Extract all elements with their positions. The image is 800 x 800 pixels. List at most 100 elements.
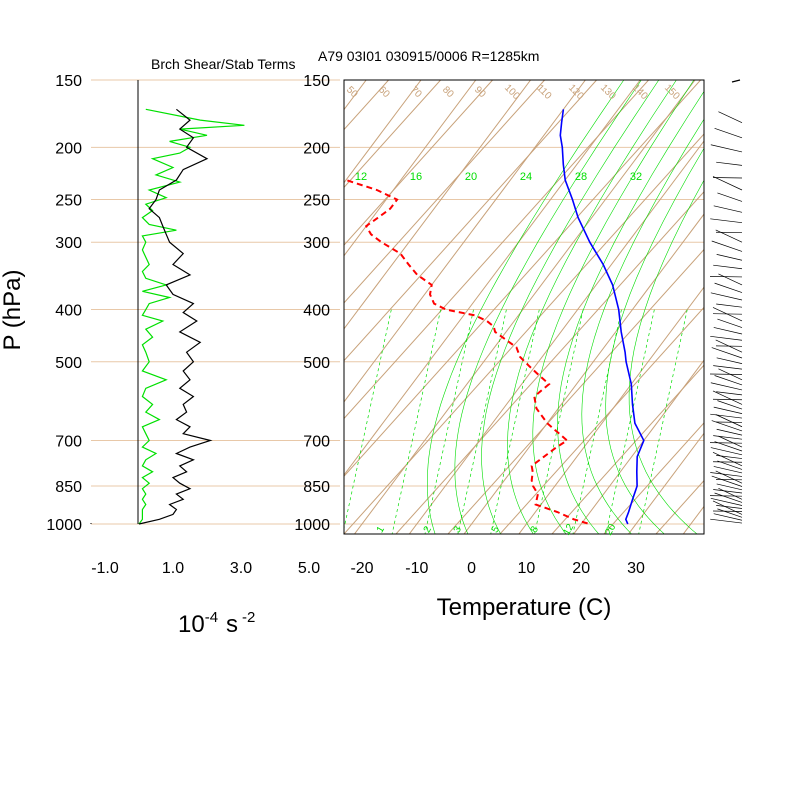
skewt-ytick-label: 500 bbox=[303, 355, 330, 372]
wind-barb bbox=[713, 327, 743, 335]
brch-ytick-label: 850 bbox=[55, 479, 82, 496]
skewt-isotherm bbox=[792, 80, 800, 535]
skewt-isotherm bbox=[682, 505, 704, 534]
theta-label: 120 bbox=[566, 82, 586, 102]
skewt-dry-adiabat bbox=[760, 80, 800, 534]
wind-barb bbox=[714, 128, 743, 139]
wind-barb bbox=[710, 447, 743, 456]
skewt-isotherm bbox=[344, 80, 641, 476]
skewt-moist-adiabat bbox=[581, 118, 704, 534]
skewt-ytick-label: 1000 bbox=[294, 517, 330, 534]
skewt-moist-adiabat bbox=[481, 80, 660, 534]
mixing-ratio-label: 32 bbox=[630, 171, 642, 183]
wind-barb bbox=[713, 513, 743, 521]
wind-barb bbox=[715, 339, 743, 353]
brch-xtick-label: 5.0 bbox=[298, 560, 320, 577]
wind-barb bbox=[716, 483, 743, 491]
skewt-mixing-ratio-line bbox=[534, 309, 584, 534]
skewt-moist-adiabat bbox=[557, 90, 704, 534]
skewt-mixing-ratio-line bbox=[490, 309, 540, 534]
mixing-ratio-bottom-label: 3 bbox=[452, 524, 465, 535]
skewt-xtick-label: 0 bbox=[467, 560, 476, 577]
skewt-isotherm bbox=[0, 80, 311, 535]
skewt-dry-adiabat bbox=[0, 80, 337, 534]
dewpoint-trace bbox=[344, 178, 590, 525]
brch-xlabel-unit: s bbox=[226, 611, 238, 638]
wind-barb bbox=[711, 240, 743, 252]
skewt-dry-adiabat bbox=[395, 191, 704, 534]
skewt-dry-adiabat bbox=[344, 80, 597, 362]
skewt-dry-adiabat bbox=[708, 80, 800, 534]
wind-barb bbox=[715, 414, 743, 428]
wind-barb bbox=[711, 420, 743, 432]
skewt-isotherm bbox=[627, 432, 704, 534]
wind-barb bbox=[711, 347, 743, 359]
skewt-xtick-label: 10 bbox=[518, 560, 536, 577]
skewt-frame bbox=[343, 79, 705, 535]
wind-barb bbox=[717, 508, 743, 518]
wind-barb bbox=[710, 472, 743, 477]
skewt-dry-adiabat bbox=[499, 306, 704, 534]
skewt-moist-adiabat bbox=[605, 147, 704, 534]
wind-barb bbox=[710, 518, 743, 524]
brch-xlabel-unit-exp: -2 bbox=[242, 609, 255, 626]
wind-barb bbox=[718, 368, 743, 381]
skewt-isotherm bbox=[344, 80, 586, 403]
skewt-isotherm bbox=[573, 359, 704, 534]
mixing-ratio-bottom-label: 12 bbox=[561, 522, 576, 538]
wind-barb bbox=[709, 442, 743, 444]
brch-black-series bbox=[138, 108, 213, 525]
skewt-ytick-label: 150 bbox=[303, 73, 330, 90]
wind-barb bbox=[710, 382, 743, 391]
brch-xlabel-exp: -4 bbox=[205, 609, 218, 626]
mixing-ratio-label: 20 bbox=[465, 171, 477, 183]
wind-barb bbox=[712, 176, 743, 191]
wind-barb bbox=[718, 111, 743, 123]
skewt-dry-adiabat bbox=[655, 479, 704, 534]
theta-label: 110 bbox=[534, 83, 553, 102]
brch-xtick-label: -1.0 bbox=[91, 560, 119, 577]
brch-ytick-label: 500 bbox=[55, 355, 82, 372]
wind-barb bbox=[712, 452, 743, 467]
skewt-ytick-label: 700 bbox=[303, 434, 330, 451]
mixing-ratio-bottom-label: 8 bbox=[529, 524, 542, 535]
wind-barb bbox=[709, 373, 743, 375]
skewt-mixing-ratio-line bbox=[638, 309, 688, 534]
skewt-moist-adiabat bbox=[454, 80, 642, 534]
skewt-title: A79 03I01 030915/0006 R=1285km bbox=[318, 48, 539, 64]
wind-barbs bbox=[709, 79, 743, 524]
skewt-dry-adiabat bbox=[603, 422, 704, 534]
wind-barb bbox=[714, 282, 743, 293]
mixing-ratio-label: 28 bbox=[575, 171, 587, 183]
skewt-moist-adiabat bbox=[507, 80, 677, 534]
skewt-dry-adiabat bbox=[0, 80, 233, 534]
wind-barb bbox=[713, 406, 743, 414]
wind-barb bbox=[710, 218, 743, 224]
wind-barb bbox=[709, 276, 743, 278]
wind-barb bbox=[715, 470, 743, 484]
wind-barb bbox=[716, 505, 743, 509]
skewt-isotherm bbox=[518, 286, 704, 534]
wind-barb bbox=[710, 335, 743, 341]
skewt-dry-adiabat bbox=[447, 248, 704, 534]
skewt-ytick-label: 400 bbox=[303, 303, 330, 320]
wind-barb bbox=[710, 413, 743, 419]
skewt-isotherm bbox=[0, 80, 257, 535]
wind-barb bbox=[713, 264, 743, 270]
theta-label: 150 bbox=[662, 82, 682, 102]
skewt-dry-adiabat bbox=[344, 80, 493, 246]
wind-barb bbox=[716, 391, 743, 396]
skewt-isotherm bbox=[408, 140, 704, 534]
wind-barb bbox=[712, 500, 743, 515]
wind-barb bbox=[711, 475, 743, 487]
wind-barb bbox=[712, 307, 743, 322]
skewt-isotherm bbox=[737, 80, 800, 535]
wind-barb bbox=[709, 495, 743, 497]
wind-barb bbox=[716, 428, 743, 436]
skewt-moist-adiabat bbox=[427, 80, 625, 534]
mixing-ratio-bottom-label: 2 bbox=[422, 524, 435, 535]
wind-barb bbox=[710, 497, 743, 506]
skewt-xtick-label: -10 bbox=[405, 560, 428, 577]
